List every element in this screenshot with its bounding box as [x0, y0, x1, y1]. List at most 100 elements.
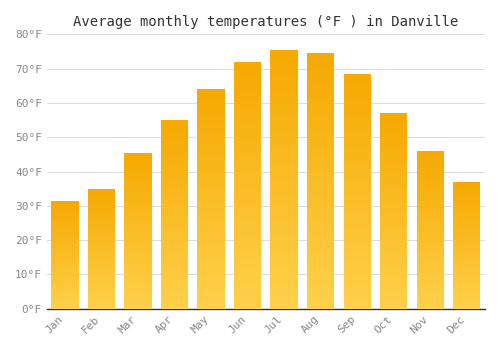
- Bar: [270, 267, 298, 273]
- Bar: [234, 250, 262, 254]
- Bar: [416, 173, 444, 176]
- Bar: [124, 274, 152, 278]
- Bar: [161, 147, 188, 150]
- Bar: [52, 285, 79, 287]
- Bar: [344, 182, 371, 187]
- Bar: [344, 229, 371, 233]
- Bar: [161, 218, 188, 222]
- Bar: [270, 247, 298, 252]
- Bar: [344, 215, 371, 219]
- Bar: [198, 212, 225, 217]
- Bar: [344, 299, 371, 304]
- Bar: [380, 117, 407, 121]
- Bar: [307, 140, 334, 145]
- Bar: [161, 135, 188, 139]
- Bar: [88, 273, 116, 275]
- Bar: [344, 295, 371, 299]
- Bar: [161, 290, 188, 294]
- Bar: [307, 53, 334, 58]
- Bar: [416, 189, 444, 192]
- Bar: [52, 268, 79, 270]
- Bar: [380, 234, 407, 238]
- Bar: [88, 256, 116, 258]
- Bar: [161, 222, 188, 226]
- Bar: [234, 67, 262, 72]
- Bar: [88, 246, 116, 249]
- Bar: [234, 259, 262, 264]
- Bar: [124, 184, 152, 187]
- Bar: [270, 117, 298, 122]
- Bar: [161, 237, 188, 241]
- Bar: [52, 253, 79, 255]
- Bar: [198, 230, 225, 234]
- Bar: [52, 246, 79, 248]
- Bar: [161, 282, 188, 286]
- Bar: [88, 237, 116, 239]
- Bar: [380, 293, 407, 297]
- Bar: [52, 302, 79, 304]
- Bar: [453, 304, 480, 306]
- Bar: [344, 224, 371, 229]
- Bar: [52, 235, 79, 237]
- Bar: [380, 184, 407, 188]
- Bar: [416, 170, 444, 173]
- Bar: [344, 93, 371, 97]
- Bar: [307, 58, 334, 63]
- Bar: [307, 63, 334, 69]
- Bar: [161, 196, 188, 199]
- Bar: [416, 258, 444, 261]
- Bar: [416, 277, 444, 280]
- Bar: [234, 279, 262, 284]
- Bar: [124, 250, 152, 253]
- Bar: [124, 196, 152, 200]
- Bar: [453, 240, 480, 243]
- Bar: [380, 211, 407, 215]
- Bar: [453, 230, 480, 233]
- Bar: [416, 296, 444, 299]
- Bar: [416, 280, 444, 284]
- Bar: [161, 226, 188, 230]
- Bar: [453, 245, 480, 248]
- Bar: [380, 141, 407, 145]
- Bar: [270, 148, 298, 153]
- Bar: [453, 220, 480, 223]
- Bar: [198, 278, 225, 282]
- Bar: [198, 269, 225, 274]
- Bar: [307, 186, 334, 191]
- Bar: [270, 159, 298, 164]
- Bar: [88, 258, 116, 261]
- Bar: [198, 98, 225, 103]
- Bar: [52, 281, 79, 283]
- Bar: [198, 208, 225, 212]
- Bar: [88, 251, 116, 253]
- Bar: [198, 265, 225, 269]
- Bar: [380, 188, 407, 191]
- Bar: [52, 307, 79, 309]
- Bar: [344, 74, 371, 78]
- Bar: [416, 268, 444, 271]
- Bar: [88, 210, 116, 213]
- Bar: [380, 250, 407, 254]
- Bar: [270, 76, 298, 81]
- Bar: [380, 219, 407, 223]
- Bar: [52, 229, 79, 231]
- Bar: [344, 219, 371, 224]
- Bar: [453, 238, 480, 240]
- Bar: [52, 276, 79, 279]
- Bar: [270, 153, 298, 159]
- Bar: [198, 146, 225, 151]
- Bar: [307, 196, 334, 201]
- Bar: [344, 205, 371, 210]
- Bar: [124, 278, 152, 281]
- Bar: [88, 249, 116, 251]
- Bar: [88, 280, 116, 282]
- Bar: [52, 287, 79, 289]
- Bar: [88, 263, 116, 266]
- Bar: [380, 227, 407, 231]
- Bar: [124, 287, 152, 290]
- Bar: [124, 172, 152, 175]
- Bar: [52, 272, 79, 274]
- Bar: [453, 291, 480, 294]
- Bar: [88, 289, 116, 292]
- Bar: [380, 301, 407, 305]
